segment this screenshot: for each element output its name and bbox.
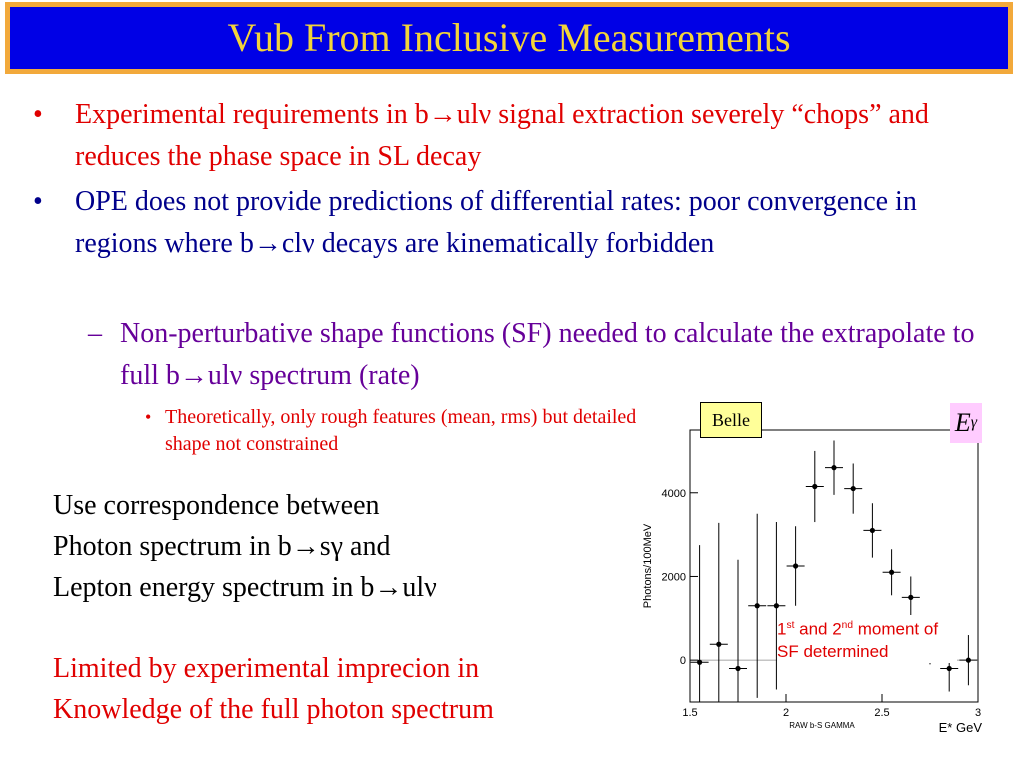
- annot-part: moment of SF determined: [777, 619, 939, 661]
- data-point: [889, 569, 895, 575]
- data-point: [735, 665, 741, 672]
- paragraph-line: Photon spectrum in b→sγ and: [53, 531, 391, 562]
- chart-svg: 0 2000 4000 1.5 2 2.5 3 Photons/100MeV E* GeV RAW…: [642, 429, 983, 735]
- x-tick-label: 2: [783, 707, 789, 719]
- data-point: [869, 527, 875, 534]
- slide-title: Vub From Inclusive Measurements: [227, 15, 791, 60]
- data-point: [812, 483, 818, 490]
- title-bar: Vub From Inclusive Measurements: [5, 2, 1013, 74]
- paragraph-line: Knowledge of the full photon spectrum: [53, 694, 494, 725]
- bullet-item: • OPE does not provide predictions of di…: [33, 181, 975, 265]
- bullet-item: • Experimental requirements in b→ulν sig…: [33, 94, 975, 178]
- bullet-marker: –: [88, 318, 102, 349]
- sub-bullet-item: – Non-perturbative shape functions (SF) …: [88, 313, 1000, 397]
- data-point: [793, 563, 799, 569]
- limitation-paragraph: Limited by experimental imprecion in Kno…: [53, 648, 494, 730]
- data-point: [946, 665, 952, 672]
- annot-part: and 2: [794, 619, 842, 639]
- x-tick-label: 3: [975, 707, 981, 719]
- paragraph-line: Lepton energy spectrum in b→ulν: [53, 572, 437, 603]
- bullet-text: Experimental requirements in b→ulν signa…: [75, 99, 929, 172]
- y-tick-label: 4000: [662, 488, 686, 500]
- annot-sup: nd: [841, 620, 854, 631]
- bullet-text: Non-perturbative shape functions (SF) ne…: [120, 318, 975, 391]
- y-axis-label: Photons/100MeV: [642, 523, 654, 608]
- x-axis-label: E* GeV: [939, 720, 983, 735]
- data-point: [716, 641, 722, 647]
- data-point: [697, 659, 703, 665]
- data-point: [965, 657, 971, 663]
- paragraph-line: Limited by experimental imprecion in: [53, 653, 480, 684]
- bullet-text: OPE does not provide predictions of diff…: [75, 186, 917, 259]
- data-point: [754, 603, 760, 609]
- data-point: [773, 603, 779, 609]
- paragraph-line: Use correspondence between: [53, 490, 380, 521]
- correspondence-paragraph: Use correspondence between Photon spectr…: [53, 485, 437, 608]
- data-point: [908, 594, 914, 600]
- sf-moment-annotation: 1st and 2nd moment of SF determined: [777, 615, 957, 663]
- egamma-main: E: [954, 408, 971, 437]
- y-tick-label: 0: [680, 655, 686, 667]
- egamma-sub: γ: [970, 414, 978, 431]
- bullet-marker: •: [33, 99, 43, 130]
- data-point: [831, 465, 837, 471]
- sub-sub-bullet-item: • Theoretically, only rough features (me…: [145, 404, 685, 458]
- bullet-marker: •: [145, 407, 152, 427]
- bullet-marker: •: [33, 186, 43, 217]
- x-tick-label: 2.5: [874, 707, 889, 719]
- inner-plot-label: RAW b-S GAMMA: [789, 721, 855, 730]
- plot-frame: [689, 429, 979, 703]
- data-point: [850, 485, 856, 492]
- x-tick-label: 1.5: [682, 707, 697, 719]
- photon-spectrum-plot: 0 2000 4000 1.5 2 2.5 3 Photons/100MeV E* GeV RAW…: [630, 420, 1020, 760]
- annot-part: 1: [777, 619, 787, 639]
- y-tick-label: 2000: [662, 571, 686, 583]
- annot-sup: st: [786, 620, 795, 631]
- bullet-text: Theoretically, only rough features (mean…: [165, 406, 637, 455]
- belle-legend: Belle: [700, 402, 762, 438]
